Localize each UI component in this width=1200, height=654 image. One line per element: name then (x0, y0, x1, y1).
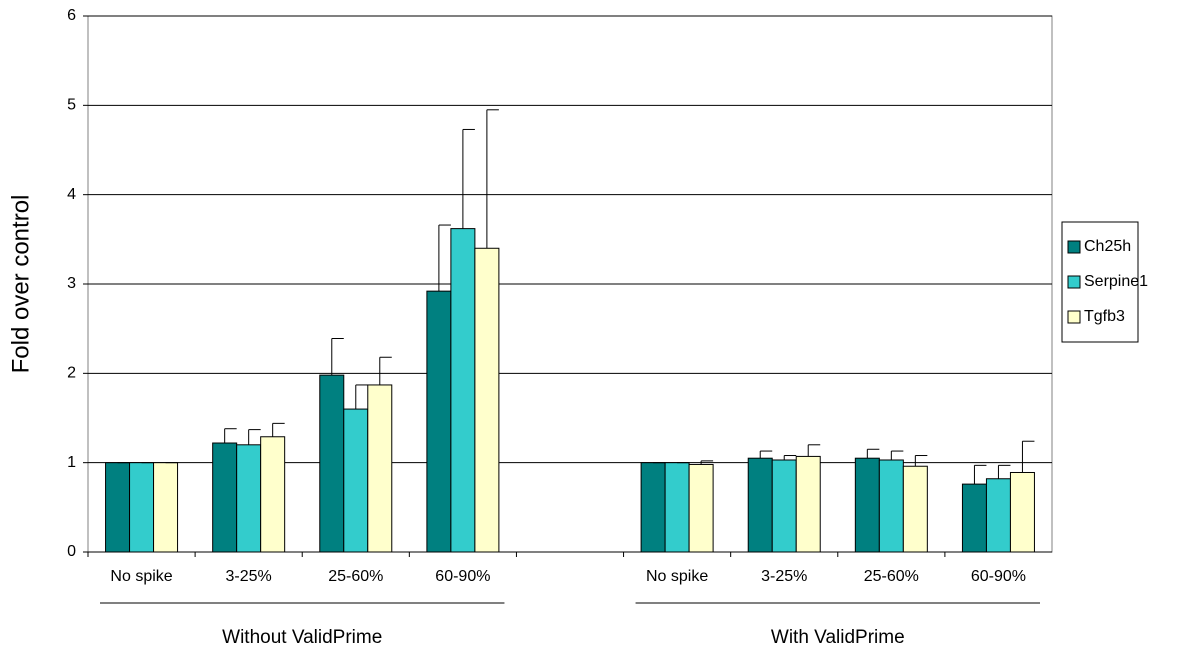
error-bar (462, 128, 475, 229)
error-bar (224, 428, 237, 444)
error-bar (759, 450, 773, 459)
y-tick-label: 2 (67, 365, 76, 382)
x-tick-label: 60-90% (971, 568, 1026, 585)
bar (260, 436, 286, 553)
bar (105, 462, 131, 553)
bar (771, 459, 797, 553)
bar (343, 408, 369, 553)
error-bar (914, 455, 928, 467)
y-axis-label: Fold over control (7, 195, 34, 374)
bar (854, 457, 880, 553)
error-bar (783, 455, 797, 460)
bar (367, 384, 393, 553)
legend-label: Tgfb3 (1084, 308, 1125, 325)
bar (153, 462, 179, 553)
x-tick-label: 3-25% (761, 568, 807, 585)
error-bar (1021, 440, 1035, 473)
x-tick-label: 3-25% (226, 568, 272, 585)
error-bar (331, 337, 344, 376)
x-tick-label: 60-90% (435, 568, 490, 585)
x-tick-label: 25-60% (328, 568, 383, 585)
bar (795, 455, 821, 553)
legend-label: Ch25h (1084, 238, 1131, 255)
error-bar (486, 109, 499, 249)
bar (902, 465, 928, 553)
y-tick-label: 3 (67, 275, 76, 292)
group-label: With ValidPrime (771, 627, 905, 648)
error-bar (438, 224, 451, 292)
bar (129, 462, 155, 553)
bar (878, 459, 904, 553)
bar (212, 442, 238, 553)
error-bar (379, 356, 392, 385)
y-tick-label: 4 (67, 186, 76, 203)
error-bar (355, 384, 368, 410)
error-bar (248, 429, 261, 445)
y-tick-label: 5 (67, 97, 76, 114)
bar (640, 462, 666, 553)
error-bar (997, 464, 1011, 479)
group-label: Without ValidPrime (222, 627, 382, 648)
y-tick-label: 0 (67, 543, 76, 560)
error-bar (866, 448, 880, 459)
bar (664, 462, 690, 553)
legend-label: Serpine1 (1084, 273, 1148, 290)
legend-swatch (1067, 310, 1081, 324)
error-bar (807, 444, 821, 457)
bar (319, 374, 345, 553)
bar (747, 457, 773, 553)
x-tick-label: No spike (646, 568, 708, 585)
error-bar (700, 460, 714, 465)
y-tick-label: 1 (67, 454, 76, 471)
bar (426, 290, 452, 553)
x-tick-label: No spike (110, 568, 172, 585)
bar (985, 478, 1011, 553)
legend-swatch (1067, 240, 1081, 254)
error-bar (973, 464, 987, 485)
bar (1009, 471, 1035, 553)
bar (961, 483, 987, 553)
y-tick-label: 6 (67, 7, 76, 24)
bar (450, 228, 476, 553)
legend-swatch (1067, 275, 1081, 289)
bar (474, 247, 500, 553)
error-bar (272, 422, 285, 437)
error-bar (890, 450, 904, 460)
x-tick-label: 25-60% (864, 568, 919, 585)
bar (688, 463, 714, 553)
bar (236, 444, 262, 553)
